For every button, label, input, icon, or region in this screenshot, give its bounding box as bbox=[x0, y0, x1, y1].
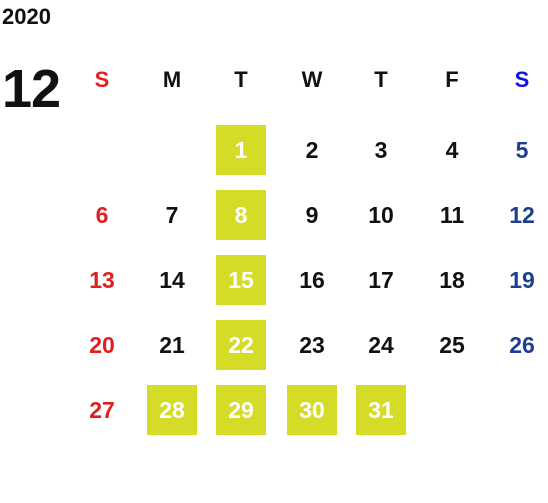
day: 3 bbox=[374, 136, 388, 163]
day: 25 bbox=[439, 331, 465, 358]
highlighted-day: 15 bbox=[216, 255, 266, 305]
day: 23 bbox=[299, 331, 325, 358]
day: 2 bbox=[305, 136, 319, 163]
weekday: F bbox=[445, 67, 459, 92]
day: 27 bbox=[89, 396, 115, 423]
highlighted-day: 31 bbox=[356, 385, 406, 435]
day: 14 bbox=[159, 266, 185, 293]
day: 5 bbox=[515, 136, 529, 163]
weekday: W bbox=[301, 67, 323, 92]
highlighted-day: 30 bbox=[287, 385, 337, 435]
day: 19 bbox=[509, 266, 535, 293]
day: 7 bbox=[165, 201, 179, 228]
day: 20 bbox=[89, 331, 115, 358]
weekday: M bbox=[162, 67, 182, 92]
day: 18 bbox=[439, 266, 465, 293]
day: 12 bbox=[509, 201, 535, 228]
highlighted-day: 22 bbox=[216, 320, 266, 370]
day: 17 bbox=[368, 266, 394, 293]
day: 21 bbox=[159, 331, 185, 358]
day: 13 bbox=[89, 266, 115, 293]
day: 24 bbox=[368, 331, 394, 358]
year: 2020 bbox=[2, 4, 51, 29]
weekday: T bbox=[374, 67, 388, 92]
highlighted-day: 8 bbox=[216, 190, 266, 240]
day: 10 bbox=[368, 201, 394, 228]
day: 11 bbox=[439, 201, 465, 228]
day: 6 bbox=[95, 201, 109, 228]
day: 26 bbox=[509, 331, 535, 358]
highlighted-day: 28 bbox=[147, 385, 197, 435]
day: 16 bbox=[299, 266, 325, 293]
month: 12 bbox=[2, 59, 61, 119]
weekday: S bbox=[94, 67, 110, 92]
weekday: S bbox=[514, 67, 530, 92]
day: 9 bbox=[305, 201, 319, 228]
weekday: T bbox=[234, 67, 248, 92]
day: 4 bbox=[445, 136, 459, 163]
highlighted-day: 1 bbox=[216, 125, 266, 175]
highlighted-day: 29 bbox=[216, 385, 266, 435]
